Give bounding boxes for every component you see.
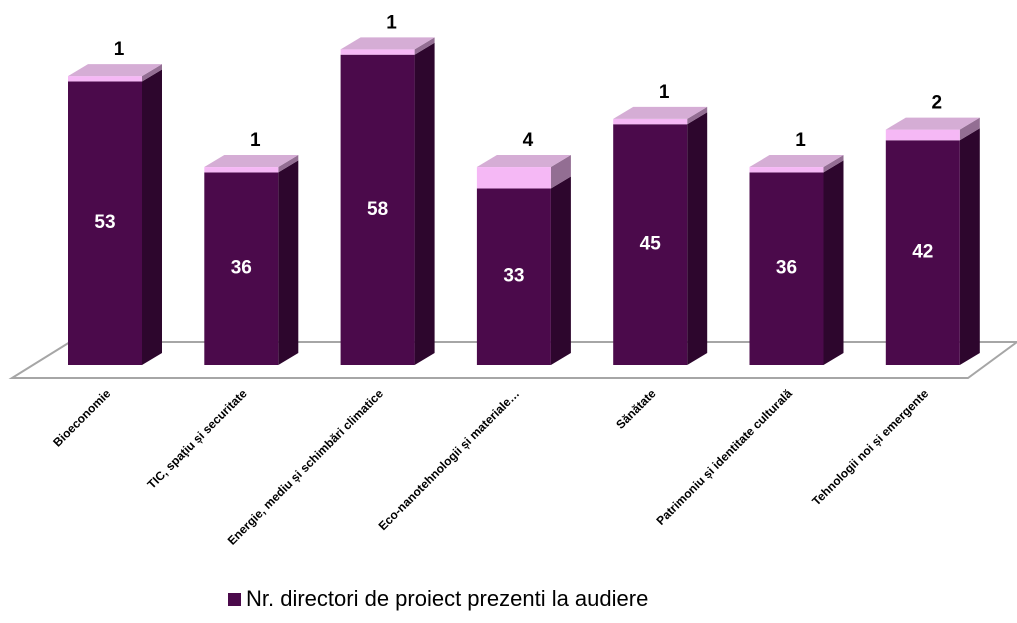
bar-side <box>959 128 980 365</box>
bar-side <box>550 155 571 189</box>
x-tick-label: Tehnologii noi și emergente <box>809 386 931 508</box>
bar-top <box>68 64 162 77</box>
bar-side <box>823 160 844 365</box>
bar-top <box>885 117 980 130</box>
bar <box>68 76 142 82</box>
x-tick-label: Bioeconomie <box>50 386 113 449</box>
bar-side <box>687 112 708 365</box>
bar-side <box>142 69 162 365</box>
bar-top <box>613 106 708 119</box>
x-tick-label: Energie, mediu și schimbări climatice <box>225 386 387 548</box>
data-label: 1 <box>659 82 670 103</box>
bar-top <box>340 37 435 50</box>
bar <box>885 140 960 365</box>
legend-label: Nr. directori de proiect prezenti la aud… <box>246 586 648 611</box>
data-label: 36 <box>231 258 252 279</box>
data-label: 36 <box>776 258 797 279</box>
bar <box>749 172 824 365</box>
bar <box>749 167 824 173</box>
bar <box>476 188 551 365</box>
bar <box>340 49 415 55</box>
bar-side <box>414 42 435 365</box>
x-tick-label: TIC, spaţiu și securitate <box>145 386 250 491</box>
x-tick-label: Sănătate <box>613 386 659 432</box>
bar-side <box>278 160 299 365</box>
data-label: 53 <box>94 212 115 233</box>
bar-side <box>959 117 980 141</box>
data-label: 2 <box>932 93 943 114</box>
data-label: 58 <box>367 199 388 220</box>
data-label: 1 <box>386 12 397 33</box>
data-label: 45 <box>640 234 662 255</box>
data-label: 42 <box>912 242 933 263</box>
bar-side <box>414 37 435 55</box>
data-label: 33 <box>503 266 524 287</box>
bar <box>885 129 960 141</box>
bar-top <box>476 155 571 168</box>
data-label: 1 <box>114 39 125 60</box>
bar-side <box>142 64 162 82</box>
bar <box>613 124 688 365</box>
bar-side <box>278 155 299 173</box>
data-label: 1 <box>250 130 261 151</box>
data-label: 4 <box>523 130 534 151</box>
bar <box>204 167 279 173</box>
bar <box>340 54 415 365</box>
bar-side <box>823 155 844 173</box>
bar <box>68 81 142 365</box>
bar-side <box>687 106 708 125</box>
bar-top <box>749 155 844 168</box>
bar-side <box>550 176 571 365</box>
x-tick-label: Patrimoniu și identitate culturală <box>653 386 795 528</box>
bar <box>476 167 551 189</box>
bar <box>204 172 279 365</box>
legend-swatch <box>228 593 241 606</box>
x-tick-label: Eco-nanotehnologii și materiale… <box>376 386 523 533</box>
bar-top <box>204 155 299 168</box>
bar <box>613 118 688 125</box>
data-label: 1 <box>795 130 806 151</box>
